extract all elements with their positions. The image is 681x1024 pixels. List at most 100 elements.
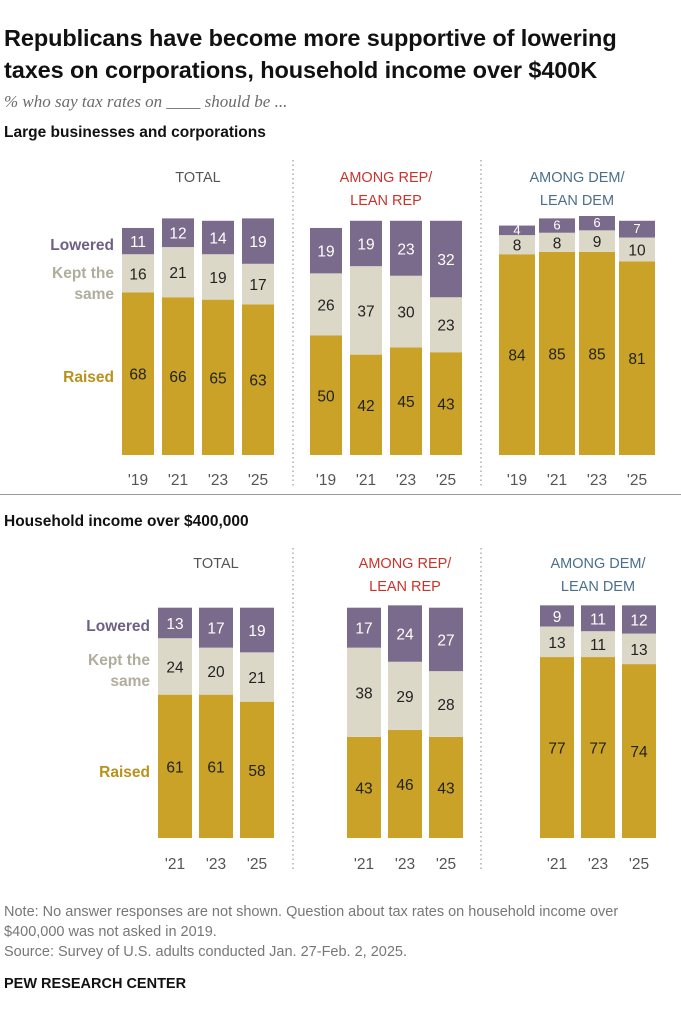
panel-header: AMONG DEM/ [529, 170, 625, 186]
panel-header: TOTAL [175, 170, 220, 186]
x-tick-label: '25 [436, 472, 456, 489]
data-label: 46 [396, 777, 413, 794]
pew-brand: PEW RESEARCH CENTER [4, 976, 187, 992]
bar-segment-kept-the-same [122, 254, 154, 293]
bar-segment-kept-the-same [310, 273, 342, 336]
bar-segment-raised [162, 297, 194, 455]
bar-segment-kept-the-same [429, 671, 463, 737]
x-tick-label: '19 [316, 472, 336, 489]
bar-segment-raised [202, 299, 234, 455]
bar-segment-raised [158, 694, 192, 838]
bar-segment-raised [388, 729, 422, 838]
panel-header: AMONG REP/ [359, 556, 453, 572]
bar-segment-kept-the-same [388, 661, 422, 730]
data-label: 21 [169, 265, 186, 282]
bar-segment-lowered [540, 605, 574, 627]
data-label: 19 [249, 234, 266, 251]
bar-segment-lowered [579, 216, 615, 231]
data-label: 77 [548, 741, 565, 758]
bar-segment-lowered [499, 225, 535, 236]
bar-segment-raised [347, 736, 381, 838]
data-label: 61 [166, 759, 183, 776]
x-tick-label: '25 [247, 856, 267, 873]
x-tick-label: '21 [354, 856, 374, 873]
bar-segment-raised [430, 352, 462, 455]
data-label: 8 [513, 238, 522, 255]
panel-header: AMONG REP/ [340, 170, 434, 186]
x-tick-label: '23 [208, 472, 228, 489]
bar-segment-lowered [581, 605, 615, 632]
panel-header: AMONG DEM/ [550, 556, 646, 572]
data-label: 14 [209, 231, 227, 248]
data-label: 19 [209, 270, 226, 287]
bar-segment-kept-the-same [158, 638, 192, 695]
panel-header: LEAN DEM [540, 193, 614, 209]
data-label: 77 [589, 741, 606, 758]
data-label: 6 [593, 215, 600, 230]
x-tick-label: '19 [128, 472, 148, 489]
bar-segment-raised [122, 292, 154, 455]
panel-header: LEAN DEM [561, 579, 635, 595]
x-tick-label: '25 [436, 856, 456, 873]
bar-segment-lowered [539, 218, 575, 233]
bar-segment-lowered [162, 218, 194, 248]
bar-segment-raised [240, 701, 274, 838]
bar-segment-raised [622, 664, 656, 838]
data-label: 32 [437, 252, 454, 269]
bar-segment-kept-the-same [540, 626, 574, 658]
data-label: 20 [207, 664, 225, 681]
data-label: 43 [437, 780, 454, 797]
data-label: 58 [248, 763, 265, 780]
x-tick-label: '23 [206, 856, 226, 873]
data-label: 17 [355, 621, 372, 638]
x-tick-label: '21 [168, 472, 188, 489]
panel-header: TOTAL [193, 556, 238, 572]
x-tick-label: '25 [248, 472, 268, 489]
data-label: 24 [166, 659, 184, 676]
data-label: 68 [129, 367, 146, 384]
bar-segment-raised [499, 254, 535, 455]
x-tick-label: '23 [396, 472, 416, 489]
data-label: 38 [355, 685, 372, 702]
x-tick-label: '23 [587, 472, 607, 489]
data-label: 42 [357, 398, 374, 415]
x-tick-label: '25 [629, 856, 649, 873]
bar-segment-lowered [240, 607, 274, 653]
bar-segment-raised [539, 251, 575, 455]
legend-label: Raised [99, 764, 150, 781]
data-label: 12 [169, 226, 186, 243]
x-tick-label: '25 [627, 472, 647, 489]
data-label: 37 [357, 303, 374, 320]
data-label: 17 [249, 277, 266, 294]
data-label: 50 [317, 388, 335, 405]
data-label: 28 [437, 697, 454, 714]
bar-segment-raised [350, 354, 382, 455]
section-title-household: Household income over $400,000 [4, 513, 249, 530]
legend-label: Kept the [52, 265, 114, 282]
data-label: 19 [317, 244, 334, 261]
bar-segment-kept-the-same [390, 275, 422, 348]
bar-segment-lowered [347, 607, 381, 648]
data-label: 13 [548, 635, 565, 652]
bar-segment-raised [390, 347, 422, 455]
bar-segment-raised [619, 261, 655, 455]
data-label: 74 [630, 744, 648, 761]
data-label: 26 [317, 297, 334, 314]
data-label: 11 [590, 637, 606, 654]
data-label: 12 [630, 612, 647, 629]
bar-segment-lowered [202, 220, 234, 255]
bar-segment-lowered [619, 220, 655, 238]
data-label: 11 [590, 611, 606, 628]
bar-segment-kept-the-same [499, 235, 535, 255]
data-label: 21 [248, 670, 265, 687]
bar-segment-lowered [622, 605, 656, 634]
bar-segment-kept-the-same [162, 247, 194, 298]
data-label: 19 [248, 623, 265, 640]
chart-source: Source: Survey of U.S. adults conducted … [4, 944, 408, 960]
bar-segment-lowered [122, 227, 154, 255]
chart-subtitle: % who say tax rates on ____ should be ..… [4, 92, 288, 111]
legend-label: Lowered [86, 618, 150, 635]
bar-segment-raised [579, 251, 615, 455]
data-label: 43 [437, 397, 454, 414]
data-label: 8 [553, 235, 562, 252]
